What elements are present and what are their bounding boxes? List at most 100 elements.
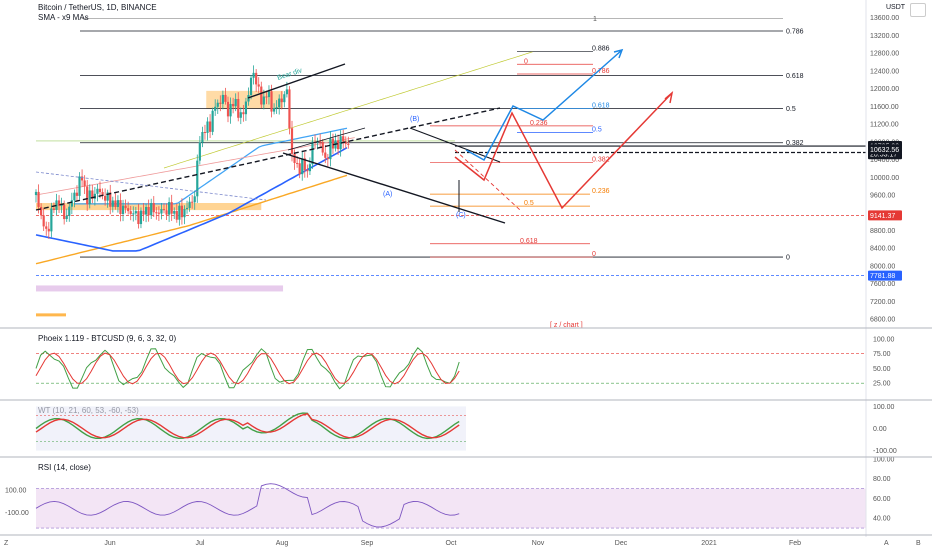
candle-body [239, 112, 242, 118]
axis-toggle-button[interactable]: B [916, 540, 921, 547]
candle-body [98, 188, 102, 193]
chart-title: Bitcoin / TetherUS, 1D, BINANCE [38, 3, 157, 12]
sma-olive-line [163, 51, 533, 169]
projection-fib-label: 0.236 [592, 188, 610, 195]
candle-body [301, 158, 304, 175]
candle-body [208, 121, 212, 132]
candle-body [242, 112, 245, 115]
indicator-label[interactable]: SMA - x9 MAs [38, 13, 89, 22]
price-tag-box [868, 270, 902, 281]
candle-body [157, 212, 160, 214]
candle-body [249, 77, 253, 96]
candle-body [255, 72, 258, 85]
candle-body [52, 208, 56, 210]
candle-body [252, 72, 255, 78]
rsi-left-tick: 100.00 [5, 488, 27, 495]
candle-body [234, 98, 237, 107]
time-tick-label: Jun [104, 540, 115, 547]
candle-body [173, 211, 176, 214]
candle-body [42, 215, 45, 227]
phx-slow-line [35, 352, 460, 385]
candle-body [45, 226, 48, 229]
annotation-z-chart: [ z / chart ] [550, 322, 583, 329]
candle-body [196, 160, 199, 197]
settings-button[interactable] [910, 3, 926, 17]
candle-body [34, 191, 38, 196]
candle-body [265, 96, 268, 98]
candle-body [147, 206, 150, 216]
wt-tick-label: 0.00 [873, 426, 887, 433]
rsi-tick-label: 80.00 [873, 476, 891, 483]
candle-body [229, 103, 232, 117]
rsi-band [36, 488, 866, 529]
candle-body [296, 162, 299, 164]
price-tag-label: 20:53:17 [870, 152, 897, 159]
candle-body [127, 208, 130, 212]
candle-body [142, 210, 145, 215]
candle-body [219, 102, 222, 104]
candle-body [278, 98, 281, 108]
candle-body [114, 200, 117, 207]
purple-dashed [35, 171, 267, 201]
price-tag-label: 10632.56 [870, 147, 899, 154]
phoeix-title: Phoeix 1.119 - BTCUSD (9, 6, 3, 32, 0) [38, 334, 176, 343]
sma-blue-line [35, 146, 348, 252]
candle-body [203, 132, 207, 134]
candle-body [211, 110, 214, 132]
candle-body [321, 141, 324, 153]
time-tick-label: Oct [446, 540, 457, 547]
wt-slow-line [35, 413, 460, 439]
projection-fib-label: 0.886 [592, 45, 610, 52]
candle-body [280, 98, 283, 103]
phoeix-tick-label: 100.00 [873, 336, 895, 343]
candle-body [191, 201, 194, 203]
candle-body [272, 108, 276, 112]
chart-title-block: Bitcoin / TetherUS, 1D, BINANCE SMA - x9… [38, 3, 157, 23]
candle-body [75, 192, 79, 196]
candle-body [188, 201, 191, 208]
candle-body [162, 209, 166, 211]
trend-dashed-long [35, 107, 501, 211]
candle-body [347, 143, 350, 145]
candle-body [40, 206, 43, 216]
candle-body [201, 132, 204, 143]
wt-tick-label: 100.00 [873, 404, 895, 411]
candle-body [319, 141, 322, 143]
candle-body [275, 107, 278, 109]
projection-fib-label: 0.382 [592, 157, 610, 164]
candle-body [101, 192, 104, 196]
candle-body [237, 98, 240, 118]
price-tick-label: 13600.00 [870, 15, 899, 22]
candle-body [342, 136, 345, 142]
candle-body [96, 188, 99, 194]
candle-body [47, 228, 50, 232]
candle-body [70, 200, 73, 207]
candle-body [132, 213, 135, 215]
candle-body [129, 211, 132, 215]
price-tick-label: 11200.00 [870, 122, 899, 129]
candle-body [121, 205, 125, 215]
candle-body [68, 206, 71, 216]
candle-body [124, 205, 127, 209]
rsi-left-tick: -100.00 [5, 510, 29, 517]
candle-body [308, 164, 312, 172]
annotation-wave-c: (C) [456, 212, 466, 219]
wedge-upper [287, 127, 366, 151]
projection-fib-label: 0.5 [592, 127, 602, 134]
candle-body [178, 205, 181, 220]
candle-body [63, 204, 66, 220]
price-tag-box [868, 210, 902, 221]
annotation-wave-b: (B) [410, 116, 419, 123]
price-tick-label: 7200.00 [870, 299, 895, 306]
candle-body [150, 203, 153, 216]
price-tick-label: 10000.00 [870, 175, 899, 182]
time-tick-label: Jul [196, 540, 205, 547]
candle-body [88, 190, 91, 205]
time-tick-label: Dec [615, 540, 628, 547]
projection-fib-label: 0.618 [592, 103, 610, 110]
candle-body [137, 211, 140, 225]
projection-fib-label: 0 [524, 58, 528, 65]
axis-toggle-button[interactable]: A [884, 540, 889, 547]
